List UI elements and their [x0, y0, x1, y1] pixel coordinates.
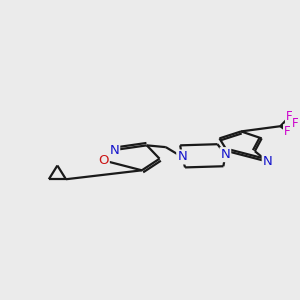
- Text: N: N: [110, 143, 119, 157]
- Text: F: F: [286, 110, 292, 123]
- Text: N: N: [220, 148, 230, 161]
- Text: N: N: [177, 151, 187, 164]
- Text: F: F: [292, 117, 298, 130]
- Text: F: F: [284, 125, 290, 138]
- Text: N: N: [263, 155, 272, 168]
- Text: O: O: [98, 154, 109, 167]
